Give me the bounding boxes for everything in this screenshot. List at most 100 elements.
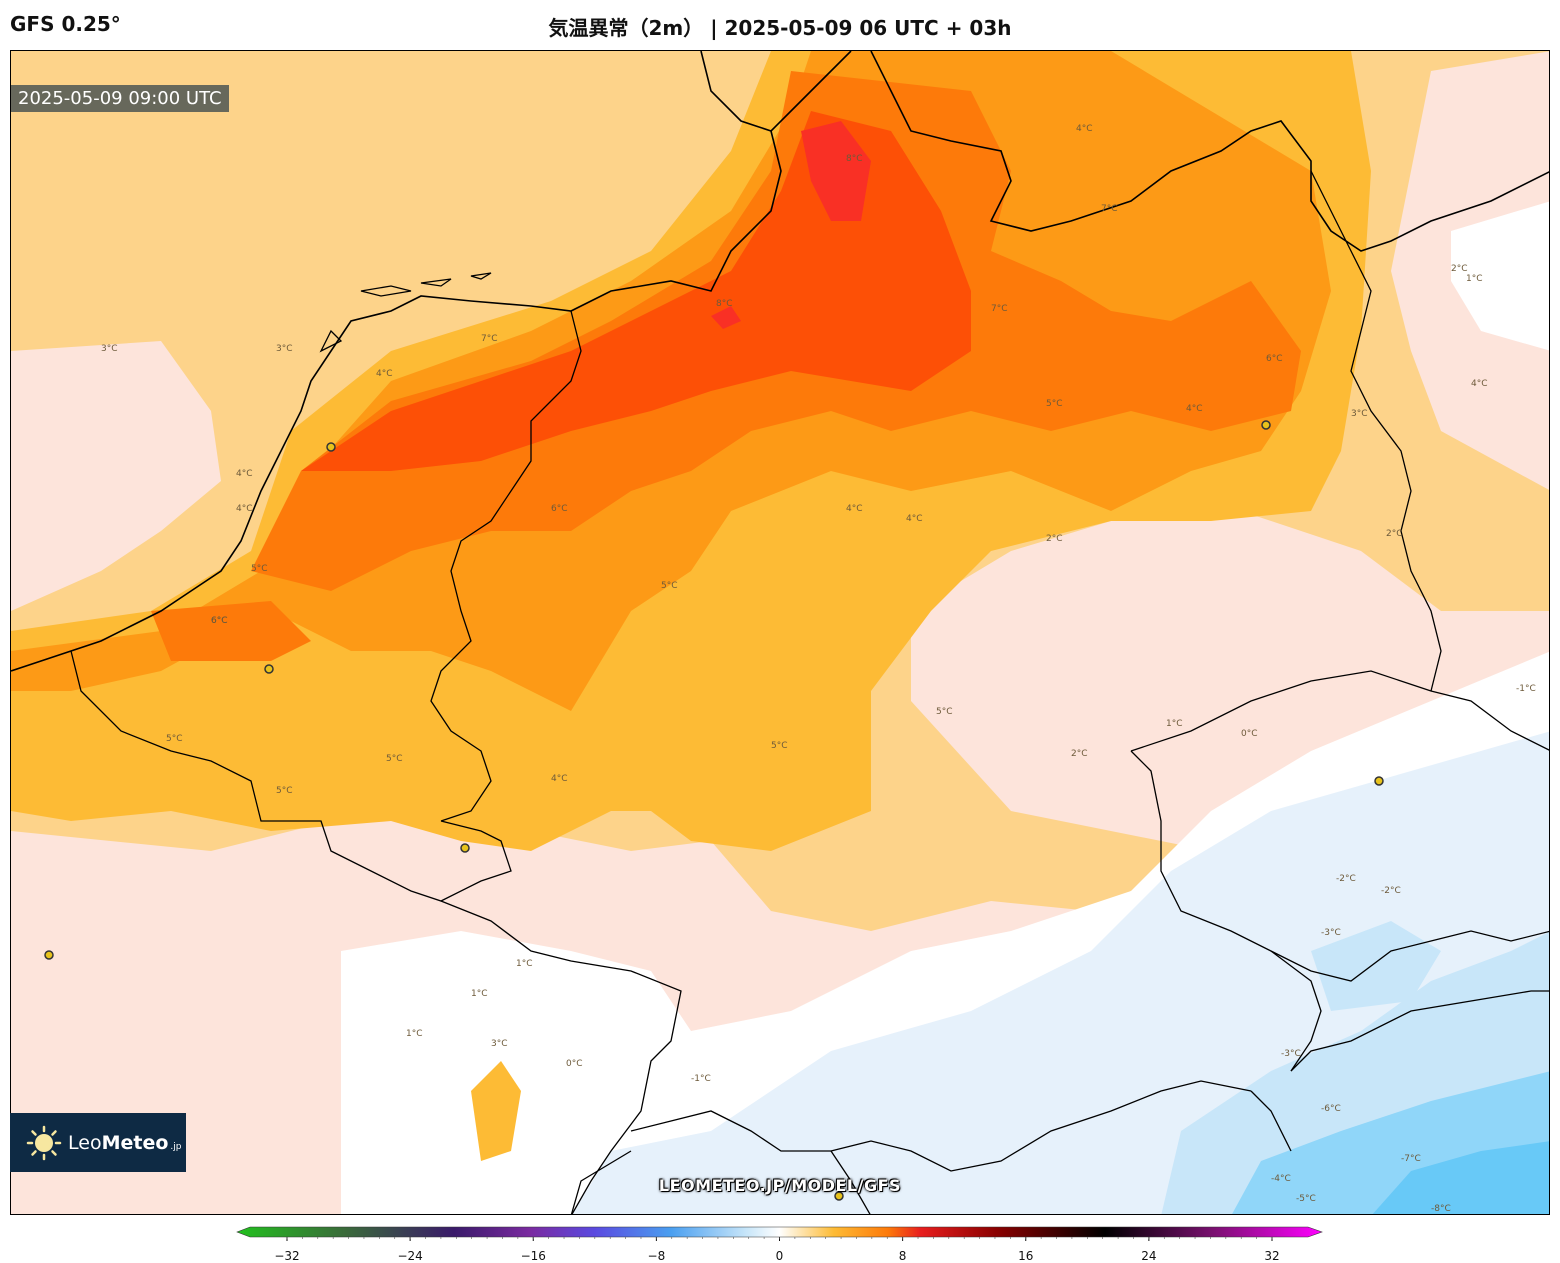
contour-label: 5°C xyxy=(251,564,268,574)
border-nl-de xyxy=(430,310,582,822)
anomaly-zone-warm-7 xyxy=(301,111,971,471)
contour-label: 1°C xyxy=(1166,719,1183,729)
contour-label: 2°C xyxy=(1046,534,1063,544)
contour-label: -8°C xyxy=(1431,1204,1451,1214)
contour-label: 6°C xyxy=(211,616,228,626)
contour-label: 4°C xyxy=(1471,379,1488,389)
contour-label: -6°C xyxy=(1321,1104,1341,1114)
contour-label: 5°C xyxy=(1046,399,1063,409)
contour-label: 2°C xyxy=(1386,529,1403,539)
anomaly-zone-ne-white xyxy=(1451,201,1549,351)
colorbar: −32 −24 −16 −8 0 8 16 24 32 xyxy=(236,1226,1323,1263)
contour-label: 6°C xyxy=(1266,354,1283,364)
anomaly-zone-warm-8b xyxy=(711,306,741,329)
contour-label: 0°C xyxy=(1241,729,1258,739)
contour-label: 5°C xyxy=(166,734,183,744)
border-de-pl xyxy=(1310,170,1442,692)
colorbar-tick-label: −8 xyxy=(648,1249,666,1263)
contour-label: -2°C xyxy=(1381,886,1401,896)
colorbar-tick-label: 24 xyxy=(1141,1249,1156,1263)
anomaly-zone-left-pink xyxy=(11,341,221,611)
colorbar-tick-label: 0 xyxy=(776,1249,784,1263)
colorbar-band xyxy=(236,1226,1323,1238)
city-marker[interactable] xyxy=(834,1191,844,1201)
contour-label: 5°C xyxy=(771,741,788,751)
contour-label: 4°C xyxy=(236,504,253,514)
contour-label: 0°C xyxy=(566,1059,583,1069)
contour-label: 3°C xyxy=(101,344,118,354)
border-de-fr xyxy=(440,900,682,1214)
contour-label: -3°C xyxy=(1321,928,1341,938)
contour-label: 5°C xyxy=(386,754,403,764)
contour-label: 5°C xyxy=(661,581,678,591)
anomaly-zone-cool-7 xyxy=(1372,1141,1549,1214)
sun-icon xyxy=(26,1125,62,1160)
anomaly-zone-warm-6-sw xyxy=(151,601,311,661)
model-label: GFS 0.25° xyxy=(10,12,121,36)
contour-label: 1°C xyxy=(516,959,533,969)
colorbar-tick-label: −16 xyxy=(521,1249,546,1263)
city-marker[interactable] xyxy=(44,950,54,960)
colorbar-tick-label: −24 xyxy=(397,1249,422,1263)
contour-label: 8°C xyxy=(846,154,863,164)
city-marker[interactable] xyxy=(264,664,274,674)
colorbar-tick-label: 8 xyxy=(899,1249,907,1263)
anomaly-zone-warm-8 xyxy=(801,121,871,221)
contour-label: -2°C xyxy=(1336,874,1356,884)
city-markers xyxy=(44,420,1384,1201)
city-marker[interactable] xyxy=(460,843,470,853)
contour-label: 1°C xyxy=(406,1029,423,1039)
contour-label: 7°C xyxy=(991,304,1008,314)
colorbar-tick-label: 32 xyxy=(1264,1249,1279,1263)
border-coast-east xyxy=(770,51,1549,252)
contour-labels: 3°C 4°C 4°C 3°C 4°C 5°C 6°C 8°C 7°C 7°C … xyxy=(101,124,1536,1214)
contour-label: 5°C xyxy=(936,707,953,717)
contour-label: 3°C xyxy=(276,344,293,354)
contour-label: 4°C xyxy=(551,774,568,784)
colorbar-ticks: −32 −24 −16 −8 0 8 16 24 32 xyxy=(274,1237,1280,1263)
contour-label: 8°C xyxy=(716,299,733,309)
contour-label: 6°C xyxy=(551,504,568,514)
contour-label: 1°C xyxy=(1466,274,1483,284)
contour-label: 7°C xyxy=(481,334,498,344)
anomaly-map[interactable]: 3°C 4°C 4°C 3°C 4°C 5°C 6°C 8°C 7°C 7°C … xyxy=(10,50,1550,1215)
contour-label: -1°C xyxy=(1516,684,1536,694)
contour-label: 6°C xyxy=(211,616,228,626)
contour-label: -7°C xyxy=(1401,1154,1421,1164)
city-marker[interactable] xyxy=(1374,776,1384,786)
contour-label: 2°C xyxy=(1071,749,1088,759)
colorbar-tick-label: −32 xyxy=(274,1249,299,1263)
map-canvas: 3°C 4°C 4°C 3°C 4°C 5°C 6°C 8°C 7°C 7°C … xyxy=(11,51,1549,1214)
contour-label: 1°C xyxy=(471,989,488,999)
border-south-alps xyxy=(570,1090,1292,1214)
map-title: 気温異常（2m） | 2025-05-09 06 UTC + 03h xyxy=(548,16,1012,40)
city-marker[interactable] xyxy=(1261,420,1271,430)
contour-label: 4°C xyxy=(906,514,923,524)
contour-label: 2°C xyxy=(1451,264,1468,274)
contour-label: 4°C xyxy=(1186,404,1203,414)
border-be-fr xyxy=(70,650,512,902)
anomaly-zone-cool-3b xyxy=(1311,921,1441,1011)
border-coast-north xyxy=(11,51,782,672)
colorbar-tick-label: 16 xyxy=(1018,1249,1033,1263)
leometeo-logo[interactable]: LeoMeteo .jp xyxy=(10,1113,186,1172)
contour-label: 3°C xyxy=(491,1039,508,1049)
contour-label: 7°C xyxy=(1101,204,1118,214)
border-pl-cz xyxy=(1130,670,1549,752)
anomaly-zone-warm-4-islet xyxy=(471,1061,521,1161)
logo-text: LeoMeteo .jp xyxy=(68,1131,182,1154)
contour-label: 4°C xyxy=(376,369,393,379)
contour-label: -4°C xyxy=(1271,1174,1291,1184)
contour-label: -1°C xyxy=(691,1074,711,1084)
contour-label: 4°C xyxy=(846,504,863,514)
border-de-cz xyxy=(1130,750,1322,1072)
contour-label: 4°C xyxy=(1076,124,1093,134)
site-watermark: LEOMETEO.JP/MODEL/GFS xyxy=(658,1176,902,1195)
contour-label: -5°C xyxy=(1296,1194,1316,1204)
contour-label: 3°C xyxy=(1351,409,1368,419)
frisian-islands xyxy=(319,272,492,353)
border-cz-at xyxy=(1270,930,1549,1072)
city-marker[interactable] xyxy=(326,442,336,452)
valid-time-badge: 2025-05-09 09:00 UTC xyxy=(11,85,229,112)
contour-label: 5°C xyxy=(276,786,293,796)
